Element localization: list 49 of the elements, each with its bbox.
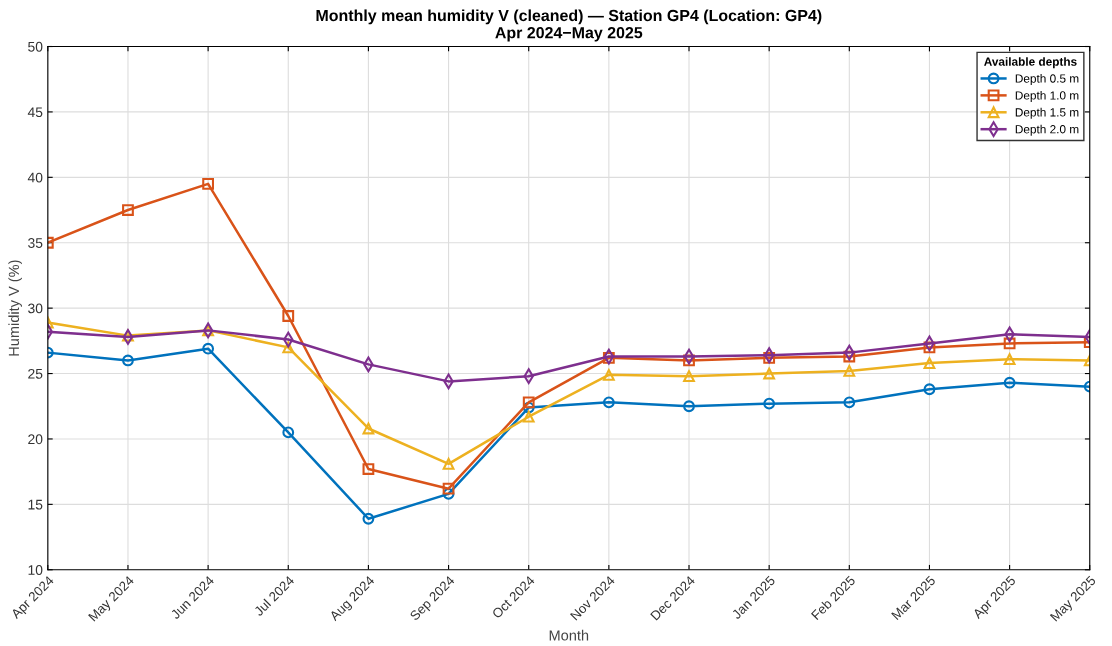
point xyxy=(763,351,776,364)
legend-label: Depth 0.5 m xyxy=(1015,74,1079,86)
point xyxy=(522,401,535,414)
y-tick-label: 25 xyxy=(28,368,43,379)
point xyxy=(362,422,375,435)
chart-title: Monthly mean humidity V (cleaned) — Station GP4 (Location: GP4) Apr 2024−May 2025 xyxy=(316,9,822,42)
point xyxy=(1003,353,1016,366)
point xyxy=(202,342,215,355)
point xyxy=(282,426,295,439)
point xyxy=(362,512,375,525)
point xyxy=(763,397,776,410)
y-tick-label: 35 xyxy=(28,238,43,248)
legend-label: Depth 1.0 m xyxy=(1015,90,1079,102)
y-tick-label: 40 xyxy=(27,172,43,183)
x-axis-title: Month xyxy=(549,629,589,641)
point xyxy=(522,396,535,409)
point xyxy=(843,396,856,409)
point xyxy=(522,410,535,423)
point xyxy=(282,341,295,354)
y-tick-label: 15 xyxy=(28,499,43,510)
point xyxy=(843,350,856,363)
point xyxy=(923,383,936,396)
point xyxy=(923,341,936,354)
y-tick-label: 45 xyxy=(27,107,43,118)
point xyxy=(923,357,936,369)
y-tick-label: 20 xyxy=(28,434,43,445)
point xyxy=(122,204,134,216)
point xyxy=(1003,376,1016,389)
point xyxy=(442,482,455,495)
point xyxy=(683,370,695,383)
y-axis-title: Humidity V (%) xyxy=(8,260,22,356)
point xyxy=(442,457,455,470)
point xyxy=(202,177,215,190)
legend-label: Depth 2.0 m xyxy=(1015,124,1079,136)
y-tick-label: 30 xyxy=(28,303,43,314)
point xyxy=(362,463,375,475)
point xyxy=(602,368,615,381)
point xyxy=(683,400,695,413)
legend-title: Available depths xyxy=(984,57,1077,69)
point xyxy=(282,310,295,322)
point xyxy=(683,348,695,365)
point xyxy=(1003,337,1016,350)
legend-label: Depth 1.5 m xyxy=(1015,107,1079,119)
point xyxy=(763,367,776,380)
point xyxy=(122,354,134,367)
point xyxy=(442,488,455,500)
y-tick-label: 10 xyxy=(28,565,43,575)
point xyxy=(602,396,615,409)
y-tick-label: 50 xyxy=(28,41,43,52)
